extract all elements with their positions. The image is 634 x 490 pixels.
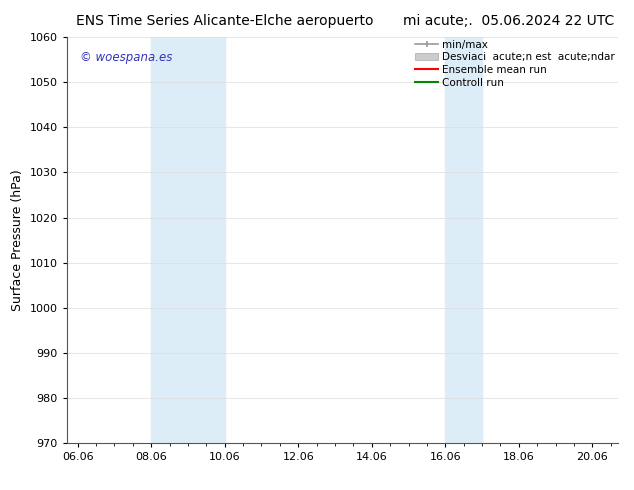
Bar [445, 37, 482, 443]
Legend: min/max, Desviaci  acute;n est  acute;ndar, Ensemble mean run, Controll run: min/max, Desviaci acute;n est acute;ndar… [413, 38, 617, 90]
Y-axis label: Surface Pressure (hPa): Surface Pressure (hPa) [11, 169, 24, 311]
Bar [151, 37, 224, 443]
Text: mi acute;.  05.06.2024 22 UTC: mi acute;. 05.06.2024 22 UTC [403, 14, 614, 28]
Text: © woespana.es: © woespana.es [81, 51, 172, 64]
Text: ENS Time Series Alicante-Elche aeropuerto: ENS Time Series Alicante-Elche aeropuert… [76, 14, 373, 28]
